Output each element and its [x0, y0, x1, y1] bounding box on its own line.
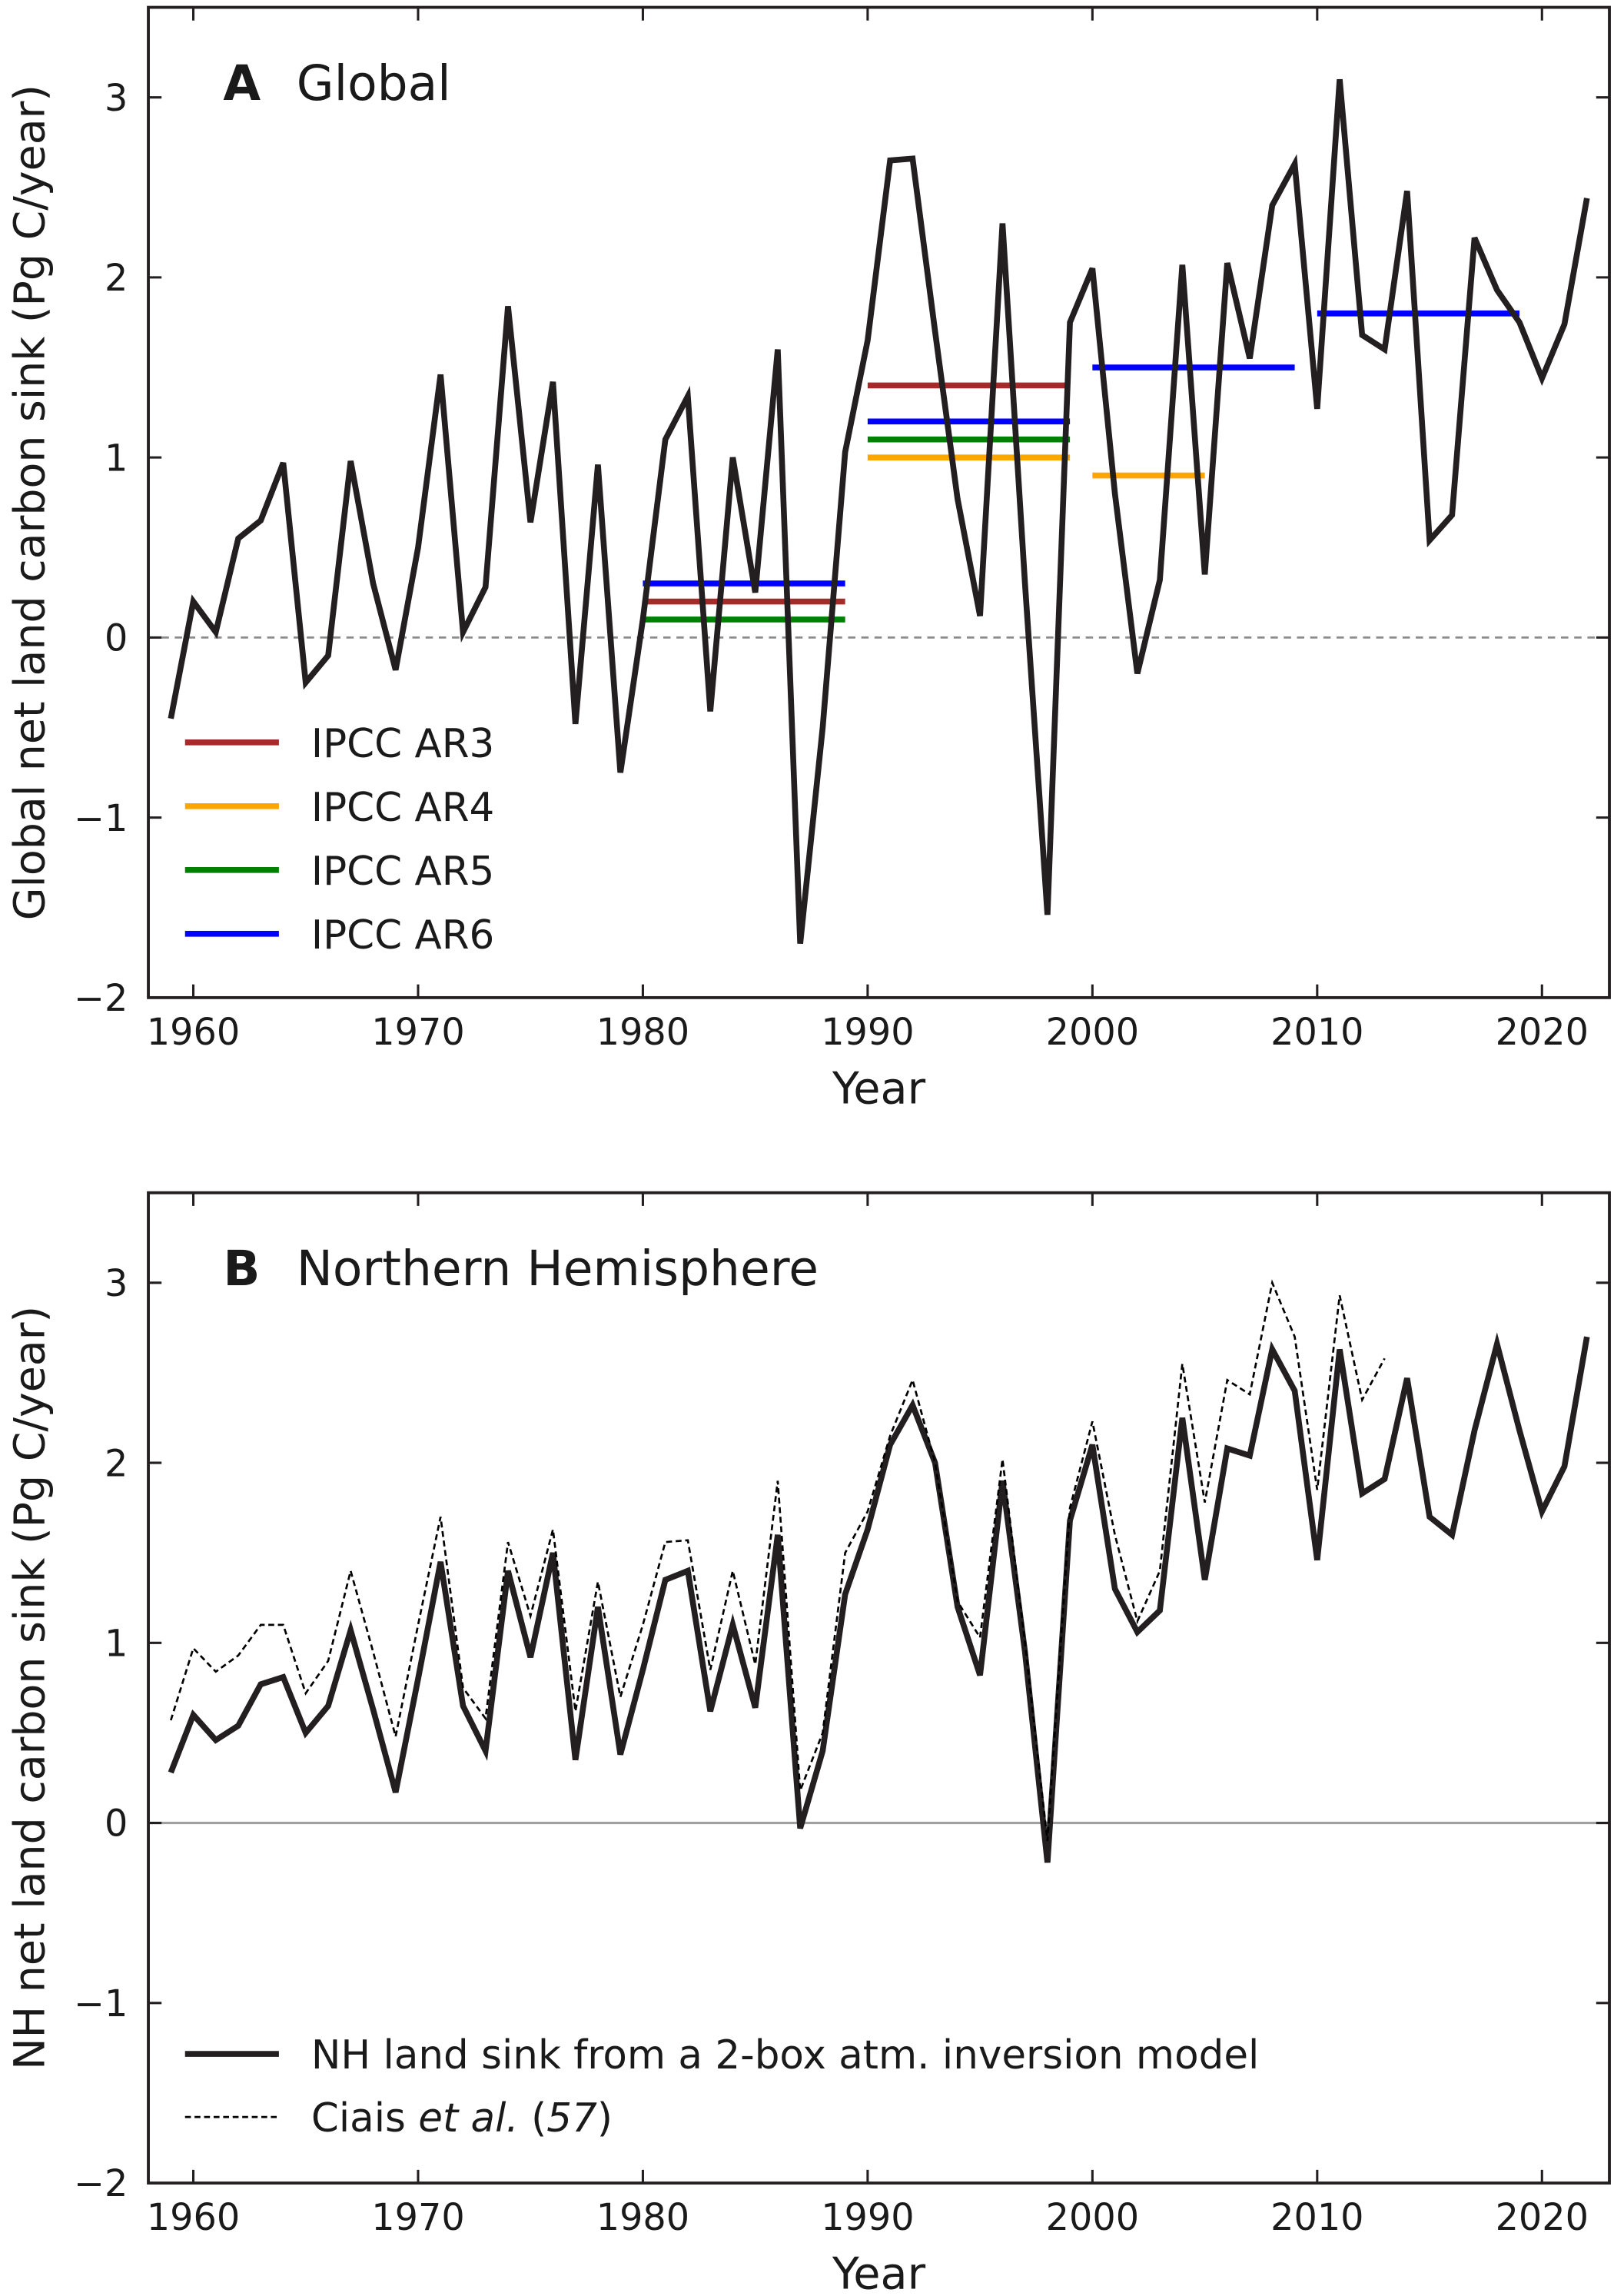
y-tick-label: 1 [105, 437, 128, 480]
nh-inversion-line [168, 1332, 1590, 1863]
y-tick-label: 2 [105, 1443, 128, 1485]
plot-frame [147, 5, 1611, 999]
x-tick-label: 1960 [147, 2197, 240, 2239]
x-tick-label: 1970 [371, 1012, 464, 1054]
x-tick-label: 1990 [821, 2197, 914, 2239]
legend-label-part: et al. [418, 2095, 519, 2141]
x-axis-label: Year [832, 1062, 926, 1114]
y-tick-label: 2 [105, 258, 128, 300]
y-tick-label: −1 [74, 798, 128, 840]
x-tick-label: 2000 [1046, 2197, 1139, 2239]
x-tick-label: 2010 [1270, 1012, 1363, 1054]
legend-label-ciais: Ciais et al. (57) [311, 2095, 613, 2141]
legend-label: IPCC AR3 [311, 721, 494, 767]
x-axis-label: Year [832, 2248, 926, 2296]
plot-frame [147, 1191, 1611, 2185]
x-tick-label: 1960 [147, 1012, 240, 1054]
legend-label-part: Ciais [311, 2095, 418, 2141]
panel-title: Northern Hemisphere [297, 1241, 819, 1297]
x-tick-label: 1990 [821, 1012, 914, 1054]
panel-letter: B [223, 1241, 260, 1297]
panel-b-northern-hemisphere: 1960 1970 1980 1990 2000 2010 2020 −2 −1 0 1 2 3 Year… [6, 1191, 1611, 2296]
legend-label: IPCC AR5 [311, 849, 494, 895]
x-tick-label: 2010 [1270, 2197, 1363, 2239]
y-tick-label: −2 [74, 2163, 128, 2205]
legend-label-part: 57 [546, 2095, 597, 2141]
x-tick-label: 2000 [1046, 1012, 1139, 1054]
x-tick-label: 1970 [371, 2197, 464, 2239]
legend-label: IPCC AR6 [311, 912, 494, 959]
y-axis-label: Global net land carbon sink (Pg C/year) [6, 85, 55, 920]
x-tick-label: 2020 [1496, 1012, 1589, 1054]
y-tick-label: −2 [74, 978, 128, 1020]
ciais-line [169, 1279, 1386, 1842]
panel-a-global: 1960 1970 1980 1990 2000 2010 2020 −2 −1 0 1 2 3 Year… [6, 5, 1611, 1114]
y-tick-label: 1 [105, 1623, 128, 1665]
global-land-sink-line [168, 78, 1590, 944]
y-tick-label: 0 [105, 618, 128, 660]
y-tick-label: 3 [105, 78, 128, 120]
y-tick-label: 0 [105, 1803, 128, 1846]
legend-label-part: ) [597, 2095, 613, 2141]
y-tick-label: 3 [105, 1263, 128, 1305]
y-tick-label: −1 [74, 1983, 128, 2025]
x-tick-label: 2020 [1496, 2197, 1589, 2239]
legend-label: NH land sink from a 2-box atm. inversion… [311, 2032, 1259, 2078]
panel-title: Global [297, 55, 451, 111]
panel-letter: A [223, 55, 261, 111]
legend-label: IPCC AR4 [311, 785, 494, 831]
x-tick-label: 1980 [596, 1012, 689, 1054]
legend-label-part: ( [519, 2095, 546, 2141]
y-axis-label: NH net land carbon sink (Pg C/year) [6, 1306, 55, 2070]
x-tick-label: 1980 [596, 2197, 689, 2239]
